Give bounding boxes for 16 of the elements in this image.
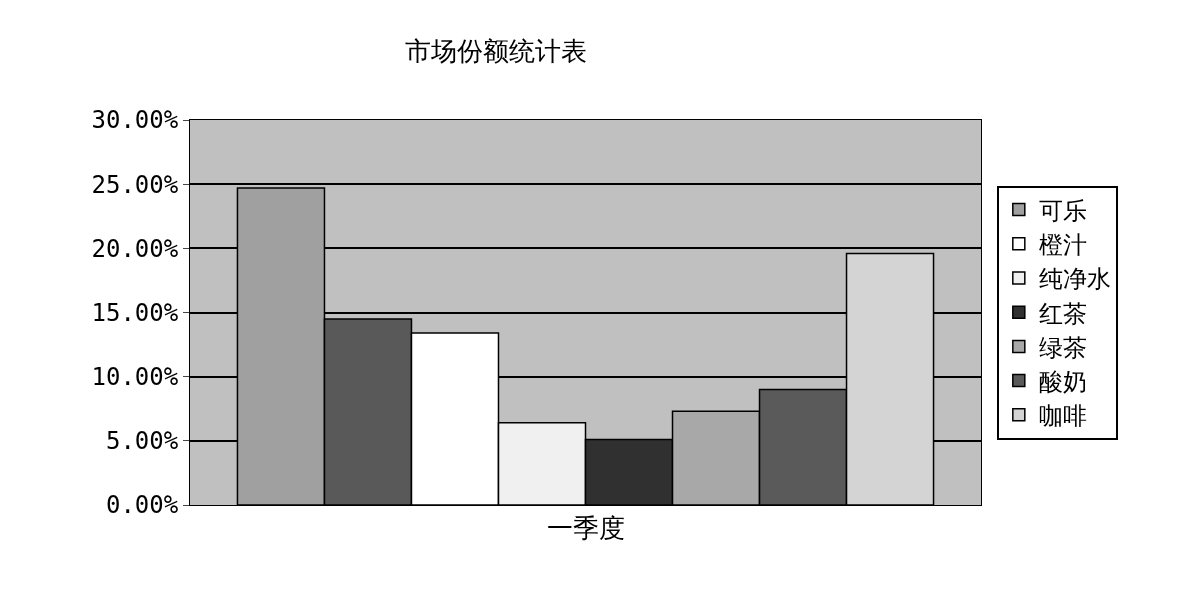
y-tick-label: 20.00%	[91, 234, 179, 263]
legend-label: 纯净水	[1038, 265, 1111, 294]
legend-label: 酸奶	[1038, 367, 1087, 396]
legend-label: 橙汁	[1038, 231, 1087, 260]
y-tick-label: 0.00%	[105, 491, 179, 520]
legend-label: 绿茶	[1038, 333, 1087, 362]
legend-label: 可乐	[1038, 196, 1087, 225]
x-tick-label: 一季度	[546, 513, 625, 544]
y-tick-label: 5.00%	[105, 427, 179, 456]
legend-label: 红茶	[1038, 299, 1087, 328]
legend-label: 咖啡	[1038, 402, 1087, 431]
y-tick-label: 30.00%	[91, 106, 179, 135]
y-tick-label: 15.00%	[91, 298, 179, 327]
y-tick-label: 10.00%	[91, 363, 179, 392]
chart-title: 市场份额统计表	[405, 36, 588, 67]
y-tick-label: 25.00%	[91, 170, 179, 199]
